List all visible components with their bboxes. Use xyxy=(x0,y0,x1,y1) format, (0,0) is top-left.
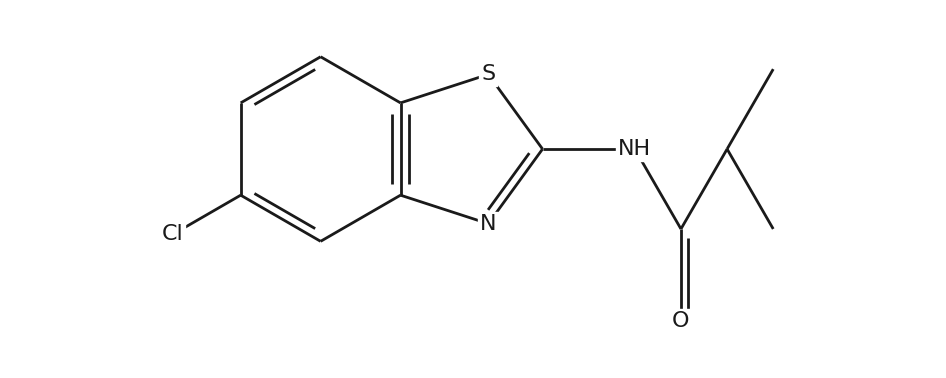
Text: Cl: Cl xyxy=(162,225,184,245)
Text: O: O xyxy=(673,311,690,331)
Text: NH: NH xyxy=(619,139,652,159)
Text: S: S xyxy=(482,64,496,84)
Text: N: N xyxy=(480,214,497,234)
